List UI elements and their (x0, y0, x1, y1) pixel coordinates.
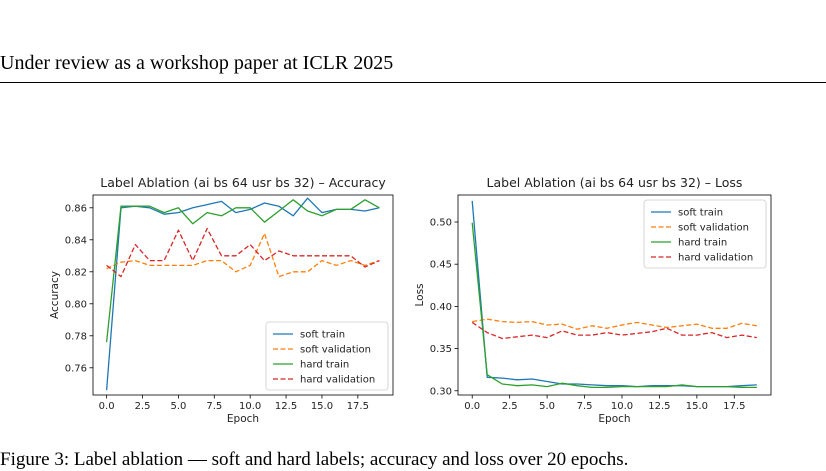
plot-frame (92, 194, 394, 396)
x-tick-label: 0.0 (464, 401, 480, 412)
loss-chart: Label Ablation (ai bs 64 usr bs 32) – Lo… (414, 175, 772, 425)
x-tick-label: 12.5 (275, 401, 297, 412)
y-tick-label: 0.40 (430, 302, 452, 313)
chart-title: Label Ablation (ai bs 64 usr bs 32) – Lo… (487, 175, 743, 190)
y-tick-label: 0.30 (430, 386, 452, 397)
header-rule (0, 82, 826, 83)
legend-label: hard validation (300, 375, 375, 386)
series-line-soft-validation (472, 318, 757, 330)
legend-label: soft validation (678, 223, 749, 234)
y-tick-label: 0.35 (430, 344, 452, 355)
legend-label: hard validation (678, 253, 753, 264)
x-tick-label: 12.5 (648, 401, 670, 412)
x-tick-label: 2.5 (502, 401, 518, 412)
legend-box (265, 321, 389, 391)
x-axis-label: Epoch (227, 413, 259, 425)
x-tick-label: 7.5 (577, 401, 593, 412)
x-axis-label: Epoch (598, 413, 630, 425)
legend-label: soft validation (300, 345, 371, 356)
legend-box (643, 199, 767, 269)
x-tick-label: 17.5 (347, 401, 369, 412)
y-tick-label: 0.45 (430, 260, 452, 271)
x-tick-label: 0.0 (99, 401, 115, 412)
y-axis-label: Accuracy (49, 271, 61, 319)
legend-label: soft train (300, 330, 345, 341)
plot-frame (457, 194, 772, 396)
legend-label: hard train (300, 360, 349, 371)
legend-label: hard train (678, 238, 727, 249)
series-line-hard-train (471, 222, 757, 389)
y-tick-label: 0.86 (65, 203, 87, 214)
x-tick-label: 10.0 (611, 401, 633, 412)
x-tick-label: 15.0 (311, 401, 333, 412)
series-line-hard-train (105, 199, 380, 343)
x-tick-label: 5.0 (170, 401, 186, 412)
x-tick-label: 5.0 (539, 401, 555, 412)
x-tick-label: 2.5 (135, 401, 151, 412)
x-tick-label: 10.0 (239, 401, 261, 412)
y-axis-label: Loss (414, 283, 426, 306)
series-line-hard-validation (106, 227, 380, 278)
x-tick-label: 15.0 (686, 401, 708, 412)
y-tick-label: 0.78 (65, 331, 87, 342)
running-header: Under review as a workshop paper at ICLR… (0, 52, 394, 74)
figure-caption: Figure 3: Label ablation — soft and hard… (0, 449, 629, 470)
series-line-soft-validation (106, 232, 380, 278)
y-tick-label: 0.80 (65, 299, 87, 310)
chart-title: Label Ablation (ai bs 64 usr bs 32) – Ac… (100, 175, 386, 190)
y-tick-label: 0.76 (65, 363, 87, 374)
legend-label: soft train (678, 208, 723, 219)
accuracy-chart: Label Ablation (ai bs 64 usr bs 32) – Ac… (49, 175, 394, 425)
x-tick-label: 7.5 (206, 401, 222, 412)
y-tick-label: 0.50 (430, 218, 452, 229)
y-tick-label: 0.84 (65, 235, 87, 246)
x-tick-label: 17.5 (723, 401, 745, 412)
y-tick-label: 0.82 (65, 267, 87, 278)
series-line-hard-validation (471, 321, 757, 340)
